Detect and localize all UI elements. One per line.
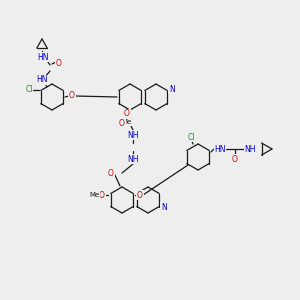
Text: N: N [169, 85, 175, 94]
Text: HN: HN [36, 76, 48, 85]
Text: Me: Me [89, 192, 99, 198]
Text: Cl: Cl [25, 85, 33, 94]
Text: O: O [108, 169, 114, 178]
Text: O: O [69, 92, 75, 100]
Text: O: O [137, 190, 143, 200]
Text: O: O [119, 119, 125, 128]
Text: NH: NH [127, 130, 139, 140]
Text: O: O [232, 154, 238, 164]
Text: HN: HN [37, 52, 49, 62]
Text: HN: HN [214, 145, 226, 154]
Text: NH: NH [127, 154, 139, 164]
Text: O: O [56, 58, 62, 68]
Text: Cl: Cl [187, 133, 195, 142]
Text: O: O [99, 190, 105, 200]
Text: NH: NH [244, 145, 256, 154]
Text: Me: Me [122, 119, 132, 125]
Text: O: O [124, 110, 130, 118]
Text: N: N [161, 202, 167, 211]
